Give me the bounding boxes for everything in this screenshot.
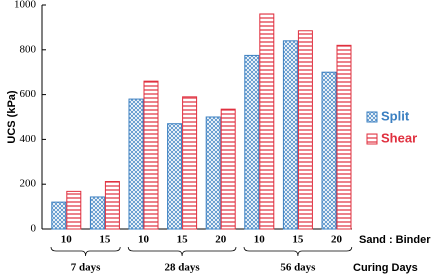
bar	[321, 71, 337, 230]
bar	[259, 13, 275, 230]
group-label: 7 days	[71, 262, 101, 274]
bar	[244, 54, 260, 230]
x-tick-label: 20	[215, 234, 227, 246]
x-tick-label: 20	[331, 234, 343, 246]
x-tick-label: 10	[61, 234, 73, 246]
y-tick-label: 400	[20, 133, 37, 145]
group-label: 56 days	[280, 262, 316, 274]
y-tick-label: 1000	[14, 0, 37, 11]
legend-label: Split	[381, 108, 410, 123]
legend-label: Shear	[381, 130, 417, 145]
legend-swatch	[366, 133, 378, 145]
x-tick-label: 15	[177, 234, 189, 246]
bar	[89, 196, 105, 230]
y-tick-label: 200	[20, 178, 37, 190]
bar	[220, 108, 236, 230]
bar	[66, 190, 82, 230]
y-tick-label: 800	[20, 43, 37, 55]
bar	[104, 181, 120, 230]
x-axis-label: Sand : Binder	[359, 234, 431, 246]
y-tick-label: 0	[31, 223, 37, 235]
legend-swatch	[366, 111, 378, 123]
bar	[205, 116, 221, 230]
bar	[143, 80, 159, 230]
group-axis-label: Curing Days	[353, 262, 418, 274]
x-tick-label: 15	[99, 234, 111, 246]
bar	[51, 201, 67, 230]
y-axis-label: UCS (kPa)	[6, 90, 18, 144]
x-tick-label: 10	[254, 234, 266, 246]
bar	[128, 98, 144, 230]
bar	[182, 96, 198, 230]
group-brace	[243, 246, 353, 257]
group-brace	[50, 246, 121, 257]
bar	[336, 44, 352, 230]
bar	[282, 40, 298, 230]
x-tick-label: 10	[138, 234, 150, 246]
group-brace	[127, 246, 237, 257]
bar	[297, 30, 313, 230]
x-tick-label: 15	[292, 234, 304, 246]
y-tick-label: 600	[20, 88, 37, 100]
bar	[167, 123, 183, 230]
group-label: 28 days	[165, 262, 201, 274]
